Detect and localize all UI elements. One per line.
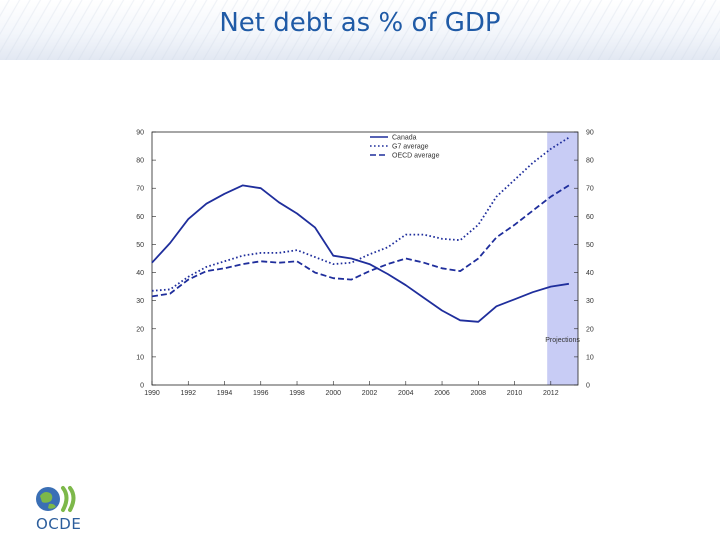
y-tick-label-right: 30 [586,298,594,305]
x-tick-label: 2010 [507,390,523,397]
y-tick-label-left: 80 [136,158,144,165]
y-tick-label-right: 0 [586,383,590,390]
x-tick-label: 2002 [362,390,378,397]
y-tick-label-left: 0 [140,383,144,390]
projection-band [547,132,578,385]
x-tick-label: 1994 [217,390,233,397]
plot-frame [151,131,579,386]
x-tick-label: 1990 [144,390,160,397]
series-line-g7-average [151,136,570,292]
legend-label-oecd: OECD average [392,153,440,160]
x-tick-label: 1992 [180,390,196,397]
axis-ticks: 0 0 10 10 20 20 30 30 40 40 50 50 60 60 70 70 80 80 90 90 19… [136,130,594,398]
x-tick-label: 2000 [325,390,341,397]
series-line-canada [151,184,570,323]
projection-label: Projections [545,337,580,344]
x-tick-label: 2004 [398,390,414,397]
x-tick-label: 2006 [434,390,450,397]
legend-label-canada: Canada [392,135,417,142]
x-tick-label: 2008 [471,390,487,397]
oecd-logo [36,486,76,512]
x-tick-label: 2012 [543,390,559,397]
x-tick-label: 1998 [289,390,305,397]
x-tick-label: 1996 [253,390,269,397]
y-tick-label-right: 80 [586,158,594,165]
y-tick-label-left: 20 [136,326,144,333]
series-lines [151,136,570,323]
y-tick-label-right: 90 [586,130,594,137]
y-tick-label-right: 70 [586,186,594,193]
slide-title: Net debt as % of GDP [219,8,501,38]
title-band [0,0,720,60]
y-tick-label-left: 70 [136,186,144,193]
y-tick-label-right: 10 [586,354,594,361]
y-tick-label-left: 90 [136,130,144,137]
y-tick-label-left: 60 [136,214,144,221]
y-tick-label-left: 10 [136,354,144,361]
series-line-oecd-average [151,184,570,298]
legend-label-g7: G7 average [392,144,429,151]
y-tick-label-right: 20 [586,326,594,333]
y-tick-label-left: 30 [136,298,144,305]
y-tick-label-right: 40 [586,270,594,277]
y-tick-label-left: 50 [136,242,144,249]
y-tick-label-left: 40 [136,270,144,277]
y-tick-label-right: 60 [586,214,594,221]
legend: Canada G7 average OECD average [370,135,440,160]
y-tick-label-right: 50 [586,242,594,249]
oecd-logo-text: OCDE [36,515,82,533]
